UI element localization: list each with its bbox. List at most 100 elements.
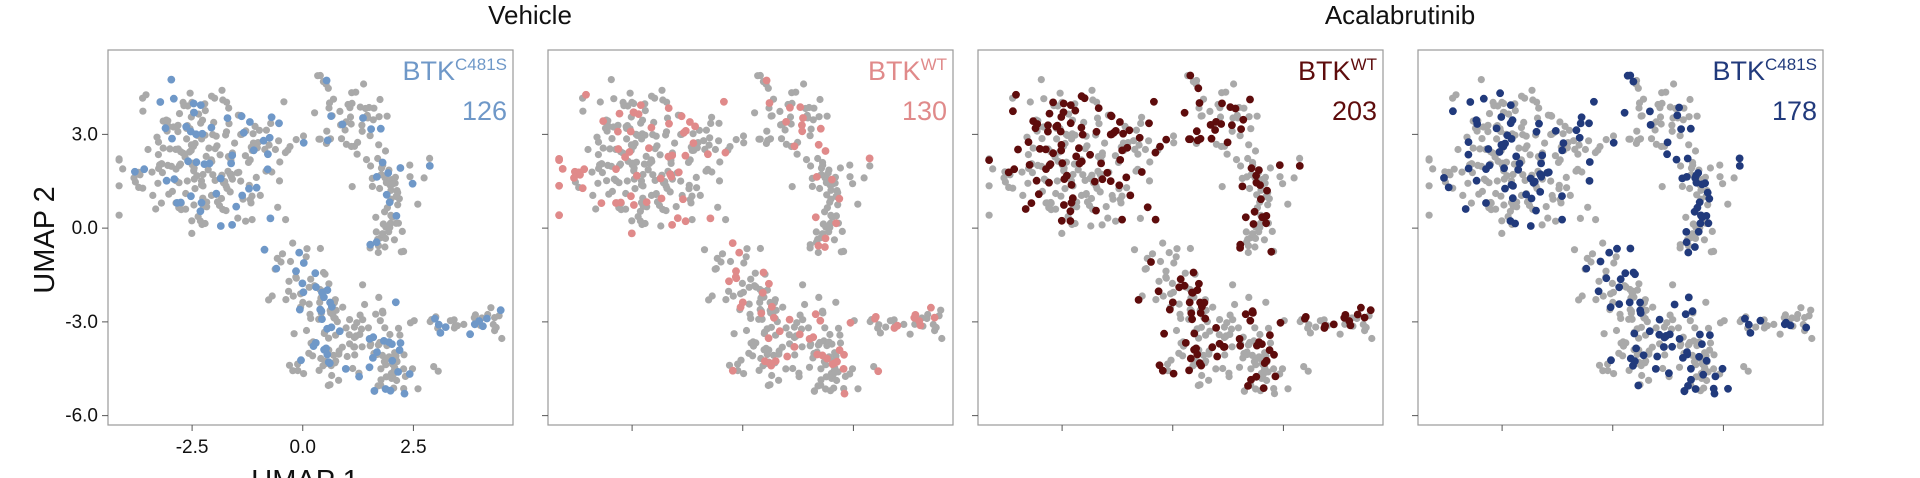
background-point (119, 165, 127, 173)
highlight-point (1537, 159, 1545, 168)
highlight-point (1057, 216, 1066, 225)
background-point (344, 100, 352, 109)
background-point (1670, 80, 1678, 88)
background-point (1535, 104, 1543, 112)
highlight-point (783, 352, 792, 361)
background-point (756, 71, 764, 80)
umap-panel-4: BTKC481S 178 (1412, 49, 1824, 431)
highlight-point (796, 103, 805, 111)
highlight-point (372, 238, 381, 247)
background-point (309, 352, 317, 360)
highlight-point (1249, 220, 1258, 228)
background-point (745, 283, 753, 291)
highlight-point (809, 333, 818, 342)
background-point (1256, 330, 1264, 339)
background-point (1132, 167, 1140, 175)
background-point (740, 259, 748, 267)
background-point (356, 103, 364, 111)
highlight-point (645, 144, 653, 153)
background-point (658, 86, 666, 94)
background-point (289, 367, 297, 375)
background-point (1522, 132, 1530, 140)
background-point (739, 132, 748, 140)
highlight-point (736, 303, 745, 312)
background-point (619, 98, 627, 106)
background-point (492, 323, 500, 332)
background-point (303, 245, 311, 253)
highlight-point (1212, 118, 1220, 126)
background-point (1544, 111, 1552, 119)
highlight-point (832, 219, 840, 228)
highlight-point (814, 241, 823, 250)
group-title-acalabrutinib: Acalabrutinib (1325, 0, 1475, 30)
highlight-point (1194, 84, 1203, 93)
background-point (1478, 135, 1486, 143)
background-point (1228, 127, 1236, 135)
background-point (1141, 265, 1149, 273)
background-point (937, 306, 945, 314)
background-point (707, 119, 715, 127)
background-point (205, 144, 213, 152)
background-point (1505, 110, 1513, 118)
background-point (854, 200, 862, 208)
background-point (1686, 338, 1694, 347)
highlight-point (1201, 314, 1210, 323)
highlight-point (582, 90, 590, 99)
highlight-point (1705, 194, 1714, 203)
background-point (166, 145, 174, 153)
background-point (641, 107, 649, 115)
highlight-point (1482, 199, 1490, 207)
highlight-point (1060, 201, 1068, 209)
background-point (348, 89, 356, 97)
background-point (335, 347, 343, 355)
highlight-point (1116, 156, 1125, 164)
highlight-point (266, 214, 275, 223)
highlight-point (1188, 315, 1196, 324)
highlight-point (466, 330, 474, 339)
background-point (115, 211, 123, 219)
background-point (148, 168, 156, 176)
background-point (305, 300, 313, 308)
highlight-point (1691, 174, 1700, 182)
background-point (1652, 324, 1660, 332)
background-point (115, 182, 123, 190)
highlight-point (182, 122, 191, 131)
background-point (292, 136, 300, 144)
background-point (1225, 369, 1233, 377)
background-point (144, 145, 152, 154)
background-point (1279, 180, 1287, 188)
highlight-point (1357, 303, 1365, 312)
background-point (589, 191, 597, 199)
background-point (786, 113, 795, 121)
highlight-point (1223, 138, 1232, 147)
background-point (819, 161, 827, 169)
background-point (725, 361, 734, 369)
background-point (799, 281, 807, 289)
highlight-point (1496, 89, 1504, 98)
highlight-point (425, 162, 434, 170)
background-point (1454, 145, 1462, 154)
background-point (781, 126, 789, 134)
highlight-point (1077, 157, 1086, 166)
background-point (805, 363, 814, 371)
background-point (1251, 243, 1259, 251)
background-point (662, 182, 670, 190)
highlight-point (167, 75, 176, 84)
background-point (836, 339, 845, 347)
background-point (1219, 364, 1227, 373)
background-point (755, 135, 763, 143)
highlight-point (1067, 198, 1076, 207)
highlight-point (627, 192, 635, 201)
background-point (369, 116, 377, 124)
background-point (1547, 177, 1555, 185)
background-point (1551, 152, 1559, 160)
background-point (825, 228, 833, 236)
background-point (1159, 239, 1167, 247)
background-point (1707, 248, 1715, 256)
highlight-point (910, 313, 919, 322)
background-point (330, 351, 338, 359)
background-point (372, 213, 380, 221)
background-point (1264, 324, 1273, 332)
highlight-point (1366, 306, 1375, 315)
highlight-point (207, 123, 216, 132)
